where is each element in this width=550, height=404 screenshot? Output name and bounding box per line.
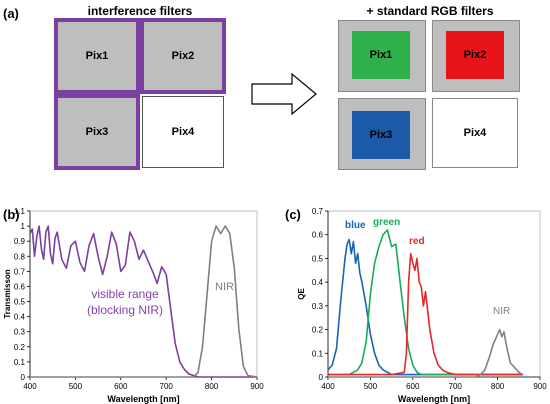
transform-arrow <box>251 72 317 116</box>
x-axis-label: Wavelength [nm] <box>107 394 179 404</box>
pixel-label: Pix4 <box>463 127 487 139</box>
series-line-1 <box>30 225 258 378</box>
y-tick-label: 0.1 <box>312 349 324 358</box>
y-axis-label: QE <box>297 288 306 300</box>
x-tick-label: 700 <box>449 382 463 391</box>
y-tick-label: 0 <box>319 373 324 382</box>
x-tick-label: 500 <box>69 382 83 391</box>
panel-c-label: (c) <box>285 207 301 222</box>
red-filter: Pix2 <box>446 31 504 79</box>
pixel-label: Pix2 <box>171 50 195 62</box>
series-line-0 <box>29 225 257 378</box>
y-tick-label: 0.1 <box>14 358 26 367</box>
y-tick-label: 0.2 <box>14 343 26 352</box>
interference-filters-title: interference filters <box>87 4 193 18</box>
annotation-label: NIR <box>493 306 510 317</box>
qe-chart: 400 500 600 700 800 900 0 0.1 0.2 0.3 0.4 0.5 0.6 0.7… <box>297 207 547 404</box>
pixel-label: Pix3 <box>369 129 393 141</box>
x-tick-label: 500 <box>364 382 378 391</box>
y-tick-label: 0.3 <box>312 302 324 311</box>
pixel-label: Pix4 <box>171 126 195 138</box>
interference-pixel-1: Pix1 <box>54 18 140 94</box>
pixel-label: Pix3 <box>85 126 109 138</box>
pixel-label: Pix2 <box>463 49 487 61</box>
interference-pixel-3: Pix3 <box>54 94 140 170</box>
panel-a-label: (a) <box>3 6 19 21</box>
y-tick-label: 1.1 <box>14 207 26 216</box>
series-line-3 <box>328 328 524 378</box>
annotation-label: (blocking NIR) <box>87 303 163 317</box>
y-tick-label: 0.8 <box>14 252 26 261</box>
y-tick-label: 0.2 <box>312 326 324 335</box>
y-tick-label: 0.3 <box>14 328 26 337</box>
rgb-filters-title: + standard RGB filters <box>366 4 494 18</box>
rgb-pixel-3: Pix3 <box>338 98 426 170</box>
y-axis-label: Transmisson <box>3 269 12 318</box>
annotation-label: visible range <box>91 287 159 301</box>
interference-pixel-4: Pix4 <box>142 96 224 168</box>
y-tick-label: 1 <box>21 222 26 231</box>
y-tick-label: 0.5 <box>14 298 26 307</box>
series-line-2 <box>328 252 523 376</box>
blue-filter: Pix3 <box>352 111 410 159</box>
y-tick-label: 0.6 <box>312 231 324 240</box>
y-tick-label: 0.7 <box>14 267 26 276</box>
y-tick-label: 0.5 <box>312 254 324 263</box>
green-filter: Pix1 <box>352 31 410 79</box>
transmission-chart: 400 500 600 700 800 900 0 0.1 0.2 0.3 0.4 0.5 0.6 0.7… <box>3 207 264 404</box>
panel-b-label: (b) <box>3 207 20 222</box>
pixel-label: Pix1 <box>85 50 109 62</box>
series-line-1 <box>328 229 523 376</box>
x-tick-label: 400 <box>23 382 37 391</box>
y-tick-label: 0 <box>21 373 26 382</box>
annotation-label: red <box>409 236 425 247</box>
x-tick-label: 600 <box>114 382 128 391</box>
y-tick-label: 0.7 <box>312 207 324 216</box>
rgb-pixel-1: Pix1 <box>338 20 426 92</box>
x-tick-label: 600 <box>406 382 420 391</box>
y-tick-label: 0.9 <box>14 237 26 246</box>
annotation-label: blue <box>345 220 366 231</box>
x-tick-label: 900 <box>250 382 264 391</box>
y-tick-label: 0.4 <box>312 278 324 287</box>
interference-pixel-2: Pix2 <box>140 18 226 94</box>
x-tick-label: 700 <box>160 382 174 391</box>
interference-filter-grid: Pix1 Pix2 Pix3 Pix4 <box>54 18 226 170</box>
rgb-filter-grid: Pix1 Pix2 Pix3 Pix4 <box>338 20 530 170</box>
annotation-label: NIR <box>215 281 234 293</box>
x-tick-label: 900 <box>533 382 547 391</box>
y-tick-label: 0.4 <box>14 313 26 322</box>
y-tick-label: 0.6 <box>14 282 26 291</box>
x-tick-label: 800 <box>491 382 505 391</box>
pixel-label: Pix1 <box>369 49 393 61</box>
x-tick-label: 400 <box>321 382 335 391</box>
x-axis-label: Wavelength [nm] <box>398 394 470 404</box>
rgb-pixel-2: Pix2 <box>432 20 520 92</box>
rgb-pixel-4: Pix4 <box>432 98 518 168</box>
annotation-label: green <box>373 217 400 228</box>
x-tick-label: 800 <box>205 382 219 391</box>
